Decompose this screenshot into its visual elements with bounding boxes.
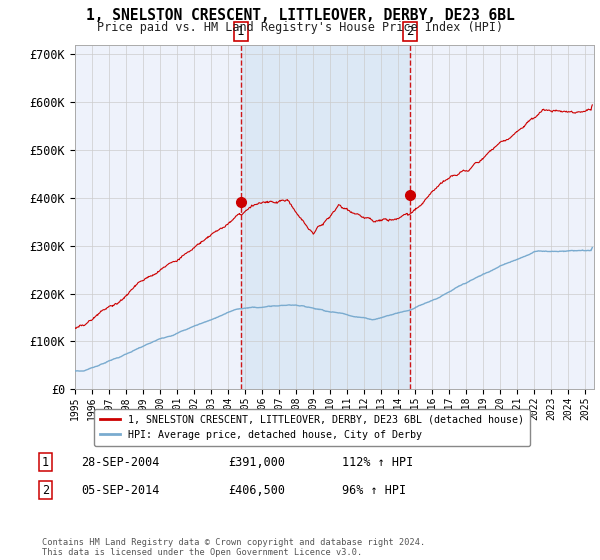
Text: 96% ↑ HPI: 96% ↑ HPI xyxy=(342,483,406,497)
Text: 28-SEP-2004: 28-SEP-2004 xyxy=(81,455,160,469)
Text: 05-SEP-2014: 05-SEP-2014 xyxy=(81,483,160,497)
Legend: 1, SNELSTON CRESCENT, LITTLEOVER, DERBY, DE23 6BL (detached house), HPI: Average: 1, SNELSTON CRESCENT, LITTLEOVER, DERBY,… xyxy=(94,408,530,446)
Text: £406,500: £406,500 xyxy=(228,483,285,497)
Text: Contains HM Land Registry data © Crown copyright and database right 2024.
This d: Contains HM Land Registry data © Crown c… xyxy=(42,538,425,557)
Text: 1, SNELSTON CRESCENT, LITTLEOVER, DERBY, DE23 6BL: 1, SNELSTON CRESCENT, LITTLEOVER, DERBY,… xyxy=(86,8,514,24)
Text: 2: 2 xyxy=(42,483,49,497)
Text: 112% ↑ HPI: 112% ↑ HPI xyxy=(342,455,413,469)
Text: £391,000: £391,000 xyxy=(228,455,285,469)
Bar xyxy=(241,45,410,389)
Text: 1: 1 xyxy=(42,455,49,469)
Text: 1: 1 xyxy=(237,25,244,38)
Text: 2: 2 xyxy=(406,25,413,38)
Text: Price paid vs. HM Land Registry's House Price Index (HPI): Price paid vs. HM Land Registry's House … xyxy=(97,21,503,34)
